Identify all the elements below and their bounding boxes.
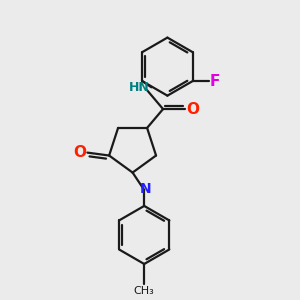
Text: N: N [140,182,152,196]
Text: CH₃: CH₃ [134,286,154,296]
Text: F: F [209,74,220,88]
Text: O: O [74,145,87,160]
Text: HN: HN [129,81,149,94]
Text: O: O [186,102,200,117]
